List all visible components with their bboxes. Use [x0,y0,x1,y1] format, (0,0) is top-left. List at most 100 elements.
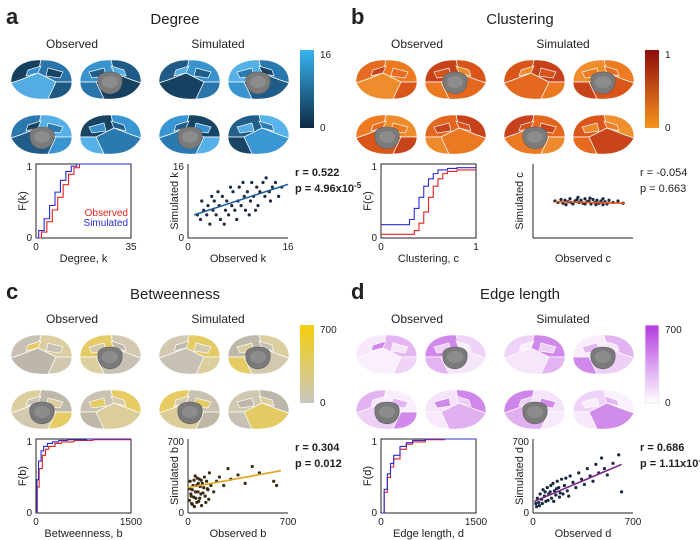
scatter-point [562,483,567,488]
brain-region [195,411,221,430]
brain-region [173,65,190,77]
y-axis-label: Simulated c [514,172,526,230]
scatter-point [579,477,584,481]
stat-p-exponent: -11 [698,456,700,465]
scatter-point [206,204,210,208]
x-tick-label: 35 [125,242,137,253]
y-tick-label: 0 [26,508,32,519]
ecdf-line-observed [36,163,131,239]
scatter-point [196,481,200,485]
brain-schematic [503,389,566,430]
brain-region [47,356,73,375]
y-tick-label: 1 [371,437,377,448]
brain-region [538,67,557,79]
brain-schematic [572,114,635,155]
regression-line [194,183,289,216]
y-tick-label: 0 [523,508,529,519]
scatter-point [577,471,581,475]
brain-region [88,122,107,134]
brain-medial-center [34,406,50,418]
scatter-point [230,204,234,208]
y-axis-label: Simulated d [514,447,526,505]
brain-medial-center [379,131,395,143]
brain-medial-center [102,76,118,88]
brain-region [236,122,255,134]
scatter-point [583,197,587,201]
brain-region [110,120,127,132]
brain-region [392,81,418,100]
x-axis-label: Observed k [210,253,267,265]
scatter-point [187,498,192,502]
observed-label: Observed [46,312,98,326]
scatter-point [546,498,550,502]
scatter-point [225,199,229,203]
stat-r: r = -0.054 [640,167,687,179]
scatter-point [599,199,603,203]
x-tick-label: 16 [282,242,294,253]
x-tick-label: 1500 [465,517,488,528]
regression-line [187,469,282,489]
scatter-point [204,479,209,483]
brain-region [572,411,598,430]
brain-region [433,122,452,134]
scatter-point [202,475,207,479]
brain-region [227,411,253,430]
brain-medial-center [182,131,198,143]
scatter-point [554,487,559,491]
x-tick-label: 700 [625,517,642,528]
scatter-point [248,199,253,203]
scatter-point [198,217,203,222]
scatter-point [231,190,235,194]
scatter-point [207,471,212,475]
scatter-point [552,499,556,503]
y-axis-label: F(b) [17,466,29,486]
y-tick-label: 0 [26,233,32,244]
ecdf-line-simulated [36,163,131,239]
panel-title: Betweenness [130,286,220,303]
brain-medial-center [447,76,463,88]
y-axis-label: Simulated b [169,447,181,505]
brain-region [455,120,472,132]
brain-schematic [79,334,142,375]
brain-region [455,395,472,407]
scatter-point [201,491,205,495]
colorbar-max-label: 16 [320,50,332,61]
scatter-point [255,185,259,189]
scatter-point [605,473,609,477]
brain-region [79,136,105,155]
brain-region [193,67,212,79]
y-tick-label: 1 [26,162,32,173]
plot-axes: 0 700 0 700 Observed b Simulated b [167,437,296,540]
scatter-point [193,474,197,478]
scatter-point [534,505,539,509]
scatter-point [567,494,571,498]
brain-schematic [158,389,221,430]
brain-region [227,356,253,375]
scatter-point [552,489,557,493]
scatter-point [227,213,231,217]
brain-schematic [355,114,418,155]
brain-medial-center [250,76,266,88]
scatter-point [543,490,547,494]
brain-region [370,65,387,77]
scatter-point [210,194,214,198]
scatter-point [602,467,607,471]
scatter-point [538,492,542,496]
scatter-point [555,479,559,483]
panel-letter: d [351,279,364,304]
scatter-point [226,467,230,471]
brain-schematic [227,59,290,100]
plot-axes: 0 16 0 16 Observed k Simulated k [169,162,294,265]
brain-region [79,411,105,430]
scatter-point [540,501,544,506]
scatter-point [576,195,580,199]
panel-title: Clustering [486,11,554,28]
brain-region [258,395,275,407]
scatter-point [192,478,196,482]
scatter-point [205,213,209,217]
brain-schematic [10,59,73,100]
x-axis-label: Observed c [555,253,612,265]
